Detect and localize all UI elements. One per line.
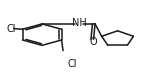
- Text: Cl: Cl: [67, 59, 77, 69]
- Text: Cl: Cl: [7, 24, 16, 34]
- Text: O: O: [90, 37, 97, 47]
- Text: NH: NH: [72, 18, 86, 28]
